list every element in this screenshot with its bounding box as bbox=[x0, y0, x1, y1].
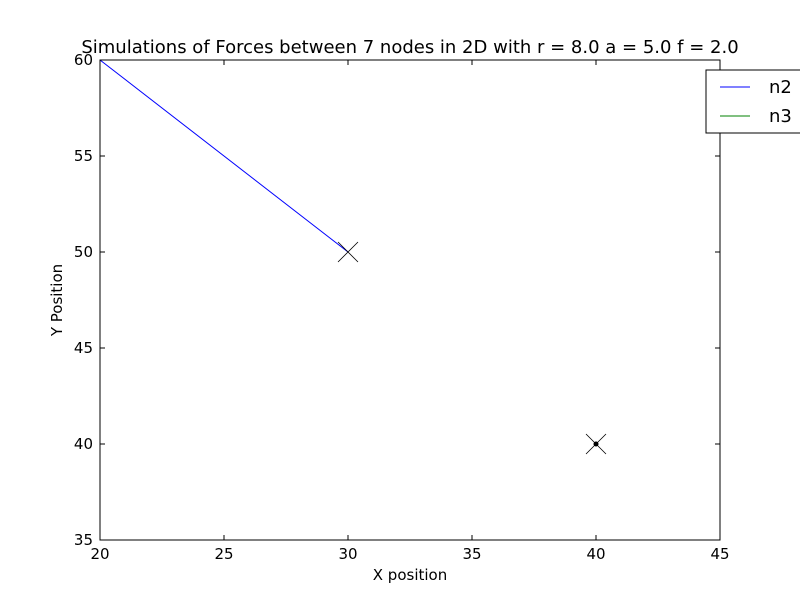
plot-frame bbox=[99, 59, 721, 541]
y-tick-label: 45 bbox=[74, 339, 93, 357]
y-axis-label: Y Position bbox=[48, 264, 66, 337]
legend-label-n2: n2 bbox=[769, 77, 792, 98]
x-tick-label: 25 bbox=[214, 545, 233, 563]
y-tick-label: 50 bbox=[74, 243, 93, 261]
dot-marker bbox=[593, 441, 599, 447]
y-tick-label: 55 bbox=[74, 147, 93, 165]
y-axis: 35 40 45 50 55 60 bbox=[74, 51, 720, 549]
x-axis-label: X position bbox=[373, 566, 447, 584]
y-tick-label: 35 bbox=[74, 531, 93, 549]
x-tick-label: 45 bbox=[710, 545, 729, 563]
x-tick-label: 35 bbox=[462, 545, 481, 563]
x-tick-label: 20 bbox=[90, 545, 109, 563]
legend-label-n3: n3 bbox=[769, 106, 792, 127]
series-line-n2 bbox=[99, 59, 349, 253]
y-tick-label: 60 bbox=[74, 51, 93, 69]
x-axis: 20 25 30 35 40 45 bbox=[90, 60, 730, 563]
x-tick-label: 30 bbox=[338, 545, 357, 563]
x-tick-label: 40 bbox=[586, 545, 605, 563]
y-tick-label: 40 bbox=[74, 435, 93, 453]
x-marker bbox=[337, 241, 359, 263]
legend-box bbox=[705, 69, 800, 134]
plot-area bbox=[99, 59, 607, 455]
chart-title: Simulations of Forces between 7 nodes in… bbox=[81, 37, 738, 58]
